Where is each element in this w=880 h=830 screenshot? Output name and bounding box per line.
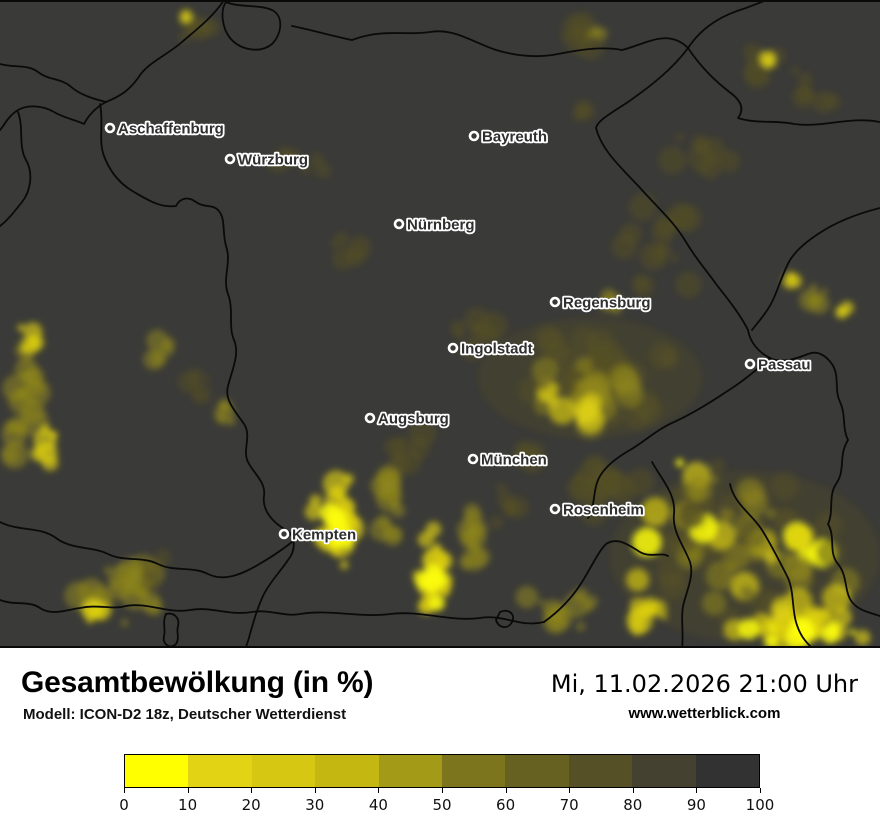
colorbar-tick-label: 50: [432, 796, 452, 814]
cloud-cover-map: Aschaffenburg Würzburg Bayreuth Nürnberg Reg…: [0, 0, 880, 648]
city-label: Würzburg: [238, 152, 308, 169]
city-layer: Aschaffenburg Würzburg Bayreuth Nürnberg Reg…: [104, 119, 812, 545]
colorbar-tick-label: 60: [496, 796, 516, 814]
colorbar-tick-label: 70: [559, 796, 579, 814]
page-title: Gesamtbewölkung (in %): [21, 666, 374, 699]
city-marker-dot: [447, 342, 459, 354]
city-marker-dot: [549, 296, 561, 308]
city-marker-dot: [468, 130, 480, 142]
colorbar-tick-label: 20: [241, 796, 261, 814]
color-scale-bar: [124, 754, 760, 788]
colorbar-tick-label: 40: [368, 796, 388, 814]
city-label: Rosenheim: [563, 502, 644, 519]
model-info: Modell: ICON-D2 18z, Deutscher Wetterdie…: [23, 706, 347, 723]
colorbar-segment: [251, 755, 316, 787]
map-frame-top: [0, 0, 880, 2]
colorbar-segment: [568, 755, 633, 787]
map-canvas: Aschaffenburg Würzburg Bayreuth Nürnberg Reg…: [0, 0, 880, 648]
colorbar-tick: [124, 788, 125, 793]
colorbar-segment: [125, 755, 189, 787]
forecast-datetime: Mi, 11.02.2026 21:00 Uhr: [550, 670, 858, 698]
city-label: München: [481, 452, 547, 469]
city-marker-dot: [364, 412, 376, 424]
colorbar-segment: [188, 755, 252, 787]
colorbar-segment: [695, 755, 760, 787]
city-marker-dot: [393, 218, 405, 230]
city-label: Kempten: [292, 527, 356, 544]
city-label: Regensburg: [563, 295, 651, 312]
city-marker-dot: [104, 122, 116, 134]
city-marker-dot: [467, 453, 479, 465]
colorbar-tick-label: 100: [745, 796, 775, 814]
colorbar-segment: [442, 755, 506, 787]
colorbar-tick: [505, 788, 507, 793]
colorbar-tick-label: 80: [623, 796, 643, 814]
colorbar-tick: [569, 788, 571, 793]
city-label: Aschaffenburg: [118, 121, 224, 138]
city-label: Passau: [758, 357, 811, 374]
city-label: Augsburg: [378, 411, 449, 428]
city-marker-dot: [278, 528, 290, 540]
map-frame-bottom: [0, 646, 880, 648]
colorbar-tick: [378, 788, 380, 793]
footer-panel: Gesamtbewölkung (in %) Modell: ICON-D2 1…: [0, 648, 880, 830]
city-label: Ingolstadt: [461, 341, 533, 358]
colorbar-tick: [314, 788, 316, 793]
colorbar-tick: [251, 788, 253, 793]
colorbar-tick: [696, 788, 698, 793]
city-marker-dot: [744, 358, 756, 370]
colorbar-segment: [315, 755, 379, 787]
footer-right: Mi, 11.02.2026 21:00 Uhr www.wetterblick…: [551, 670, 858, 722]
website-url: www.wetterblick.com: [628, 705, 781, 722]
colorbar-tick-label: 30: [305, 796, 325, 814]
state-borders: [0, 0, 880, 648]
colorbar-segment: [632, 755, 696, 787]
city-label: Bayreuth: [482, 129, 547, 146]
colorbar-tick: [442, 788, 443, 793]
city-marker-dot: [549, 503, 561, 515]
colorbar-tick: [760, 788, 761, 793]
colorbar-tick-label: 0: [119, 796, 129, 814]
colorbar-segment: [378, 755, 443, 787]
color-scale: 0 10 20 30 40 50 60 70 80 90 100: [119, 754, 774, 814]
city-label: Nürnberg: [407, 217, 475, 234]
colorbar-tick: [632, 788, 634, 793]
colorbar-segment: [505, 755, 569, 787]
colorbar-tick-label: 90: [686, 796, 706, 814]
colorbar-tick-label: 10: [178, 796, 198, 814]
city-marker-dot: [224, 153, 236, 165]
clear-sky-patches: [0, 9, 880, 648]
colorbar-tick: [187, 788, 189, 793]
